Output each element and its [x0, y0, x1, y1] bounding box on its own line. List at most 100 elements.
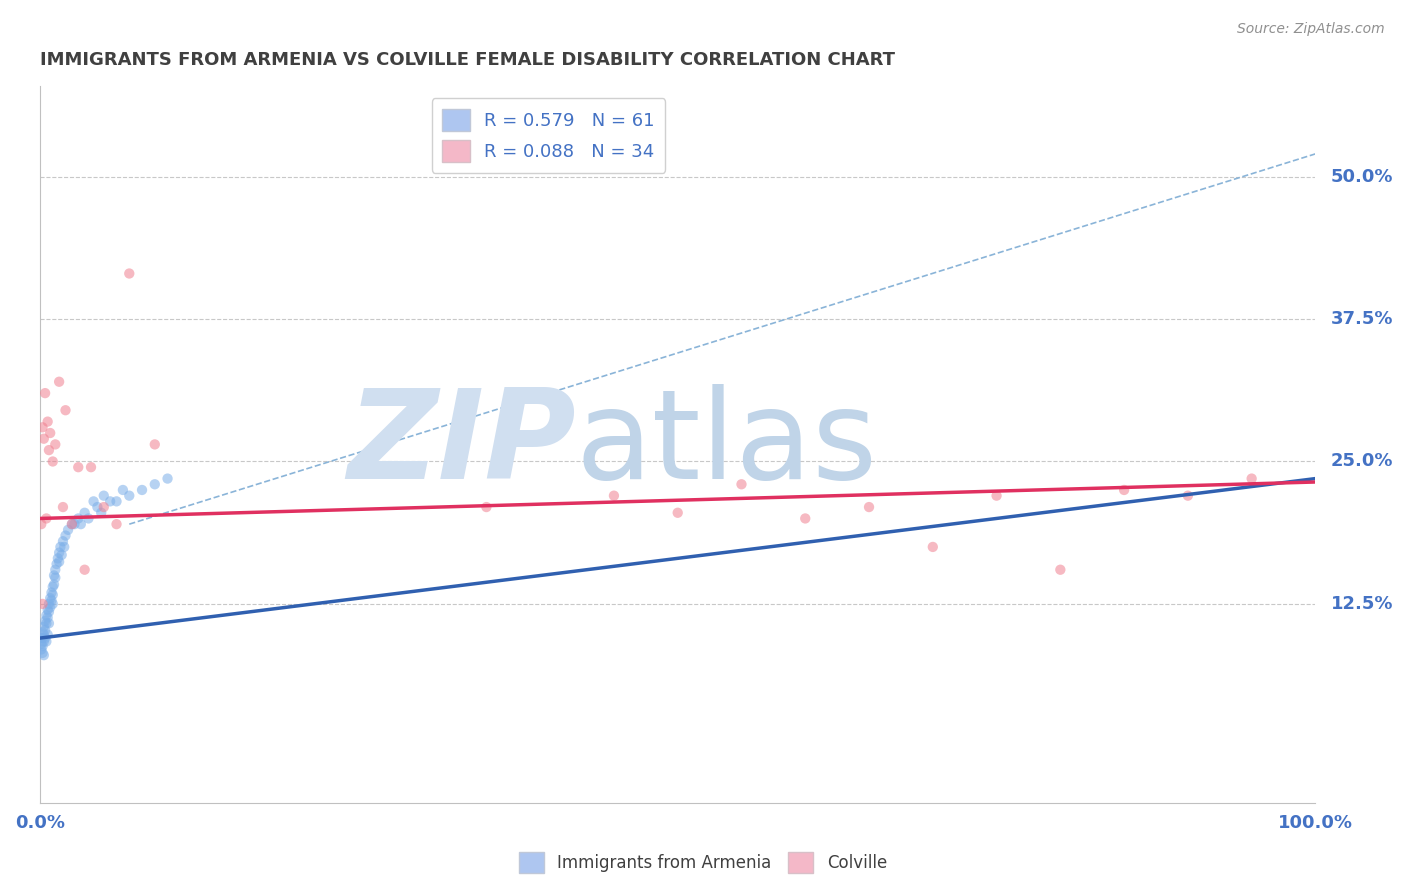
- Point: [55, 403, 77, 417]
- Point: [39, 425, 62, 440]
- Point: [37, 628, 59, 642]
- Point: [34, 623, 56, 637]
- Point: [38, 597, 60, 611]
- Point: [794, 511, 817, 525]
- Point: [666, 506, 689, 520]
- Point: [48, 375, 70, 389]
- Point: [44, 571, 66, 585]
- Point: [38, 443, 60, 458]
- Point: [90, 506, 112, 520]
- Point: [105, 494, 128, 508]
- Point: [41, 585, 63, 599]
- Point: [35, 634, 58, 648]
- Point: [44, 563, 66, 577]
- Point: [35, 511, 58, 525]
- Point: [730, 477, 752, 491]
- Point: [42, 580, 65, 594]
- Point: [48, 555, 70, 569]
- Point: [30, 631, 52, 645]
- Text: ZIP: ZIP: [347, 384, 575, 505]
- Point: [131, 483, 153, 497]
- Point: [858, 500, 880, 514]
- Point: [37, 415, 59, 429]
- Point: [105, 517, 128, 532]
- Point: [31, 639, 53, 653]
- Point: [63, 517, 86, 532]
- Point: [67, 511, 90, 525]
- Point: [475, 500, 498, 514]
- Point: [118, 267, 141, 281]
- Point: [42, 597, 65, 611]
- Point: [60, 517, 83, 532]
- Point: [35, 616, 58, 631]
- Point: [31, 420, 53, 434]
- Point: [156, 472, 179, 486]
- Text: atlas: atlas: [575, 384, 877, 505]
- Legend: Immigrants from Armenia, Colville: Immigrants from Armenia, Colville: [512, 846, 894, 880]
- Point: [31, 631, 53, 645]
- Point: [80, 460, 103, 475]
- Point: [46, 551, 69, 566]
- Point: [30, 517, 52, 532]
- Point: [118, 489, 141, 503]
- Point: [67, 460, 90, 475]
- Point: [37, 602, 59, 616]
- Text: 12.5%: 12.5%: [1330, 595, 1393, 613]
- Point: [32, 634, 55, 648]
- Point: [34, 631, 56, 645]
- Point: [48, 546, 70, 560]
- Point: [56, 523, 79, 537]
- Point: [45, 557, 67, 571]
- Point: [1114, 483, 1136, 497]
- Point: [42, 577, 65, 591]
- Point: [42, 454, 65, 468]
- Point: [34, 614, 56, 628]
- Point: [1049, 563, 1071, 577]
- Point: [53, 540, 76, 554]
- Point: [52, 534, 75, 549]
- Point: [986, 489, 1008, 503]
- Point: [38, 605, 60, 619]
- Point: [34, 386, 56, 401]
- Point: [143, 477, 166, 491]
- Point: [69, 517, 91, 532]
- Point: [55, 528, 77, 542]
- Point: [73, 563, 96, 577]
- Text: 37.5%: 37.5%: [1330, 310, 1393, 328]
- Point: [98, 494, 121, 508]
- Point: [603, 489, 626, 503]
- Point: [35, 608, 58, 623]
- Point: [32, 620, 55, 634]
- Point: [1177, 489, 1199, 503]
- Point: [42, 588, 65, 602]
- Text: 50.0%: 50.0%: [1330, 168, 1393, 186]
- Point: [31, 597, 53, 611]
- Point: [32, 648, 55, 663]
- Point: [921, 540, 943, 554]
- Point: [93, 500, 115, 514]
- Point: [39, 591, 62, 606]
- Legend: R = 0.579   N = 61, R = 0.088   N = 34: R = 0.579 N = 61, R = 0.088 N = 34: [432, 98, 665, 173]
- Point: [32, 432, 55, 446]
- Point: [143, 437, 166, 451]
- Point: [51, 548, 73, 562]
- Text: IMMIGRANTS FROM ARMENIA VS COLVILLE FEMALE DISABILITY CORRELATION CHART: IMMIGRANTS FROM ARMENIA VS COLVILLE FEMA…: [39, 51, 896, 69]
- Text: 25.0%: 25.0%: [1330, 452, 1393, 470]
- Point: [1240, 472, 1263, 486]
- Point: [42, 568, 65, 582]
- Point: [44, 437, 66, 451]
- Point: [49, 540, 72, 554]
- Point: [60, 517, 83, 532]
- Point: [30, 642, 52, 657]
- Point: [31, 625, 53, 640]
- Point: [86, 500, 108, 514]
- Point: [83, 494, 105, 508]
- Point: [38, 616, 60, 631]
- Point: [73, 506, 96, 520]
- Point: [111, 483, 134, 497]
- Point: [52, 500, 75, 514]
- Point: [37, 610, 59, 624]
- Point: [31, 646, 53, 660]
- Point: [30, 637, 52, 651]
- Point: [32, 628, 55, 642]
